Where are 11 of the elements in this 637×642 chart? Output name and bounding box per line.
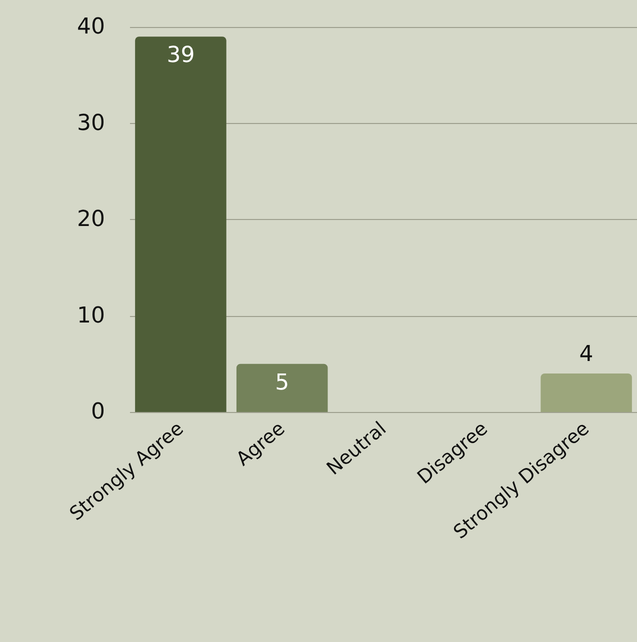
bar	[236, 364, 328, 412]
y-tick-label: 0	[91, 400, 105, 424]
data-label: 4	[579, 342, 594, 367]
y-tick-label: 30	[77, 110, 105, 136]
bar	[135, 36, 226, 412]
bar	[540, 374, 632, 412]
y-tick-label: 10	[77, 303, 105, 328]
y-tick-label: 40	[77, 14, 105, 40]
data-label: 5	[275, 370, 290, 396]
data-label: 39	[166, 43, 195, 68]
y-tick-label: 20	[77, 207, 105, 232]
